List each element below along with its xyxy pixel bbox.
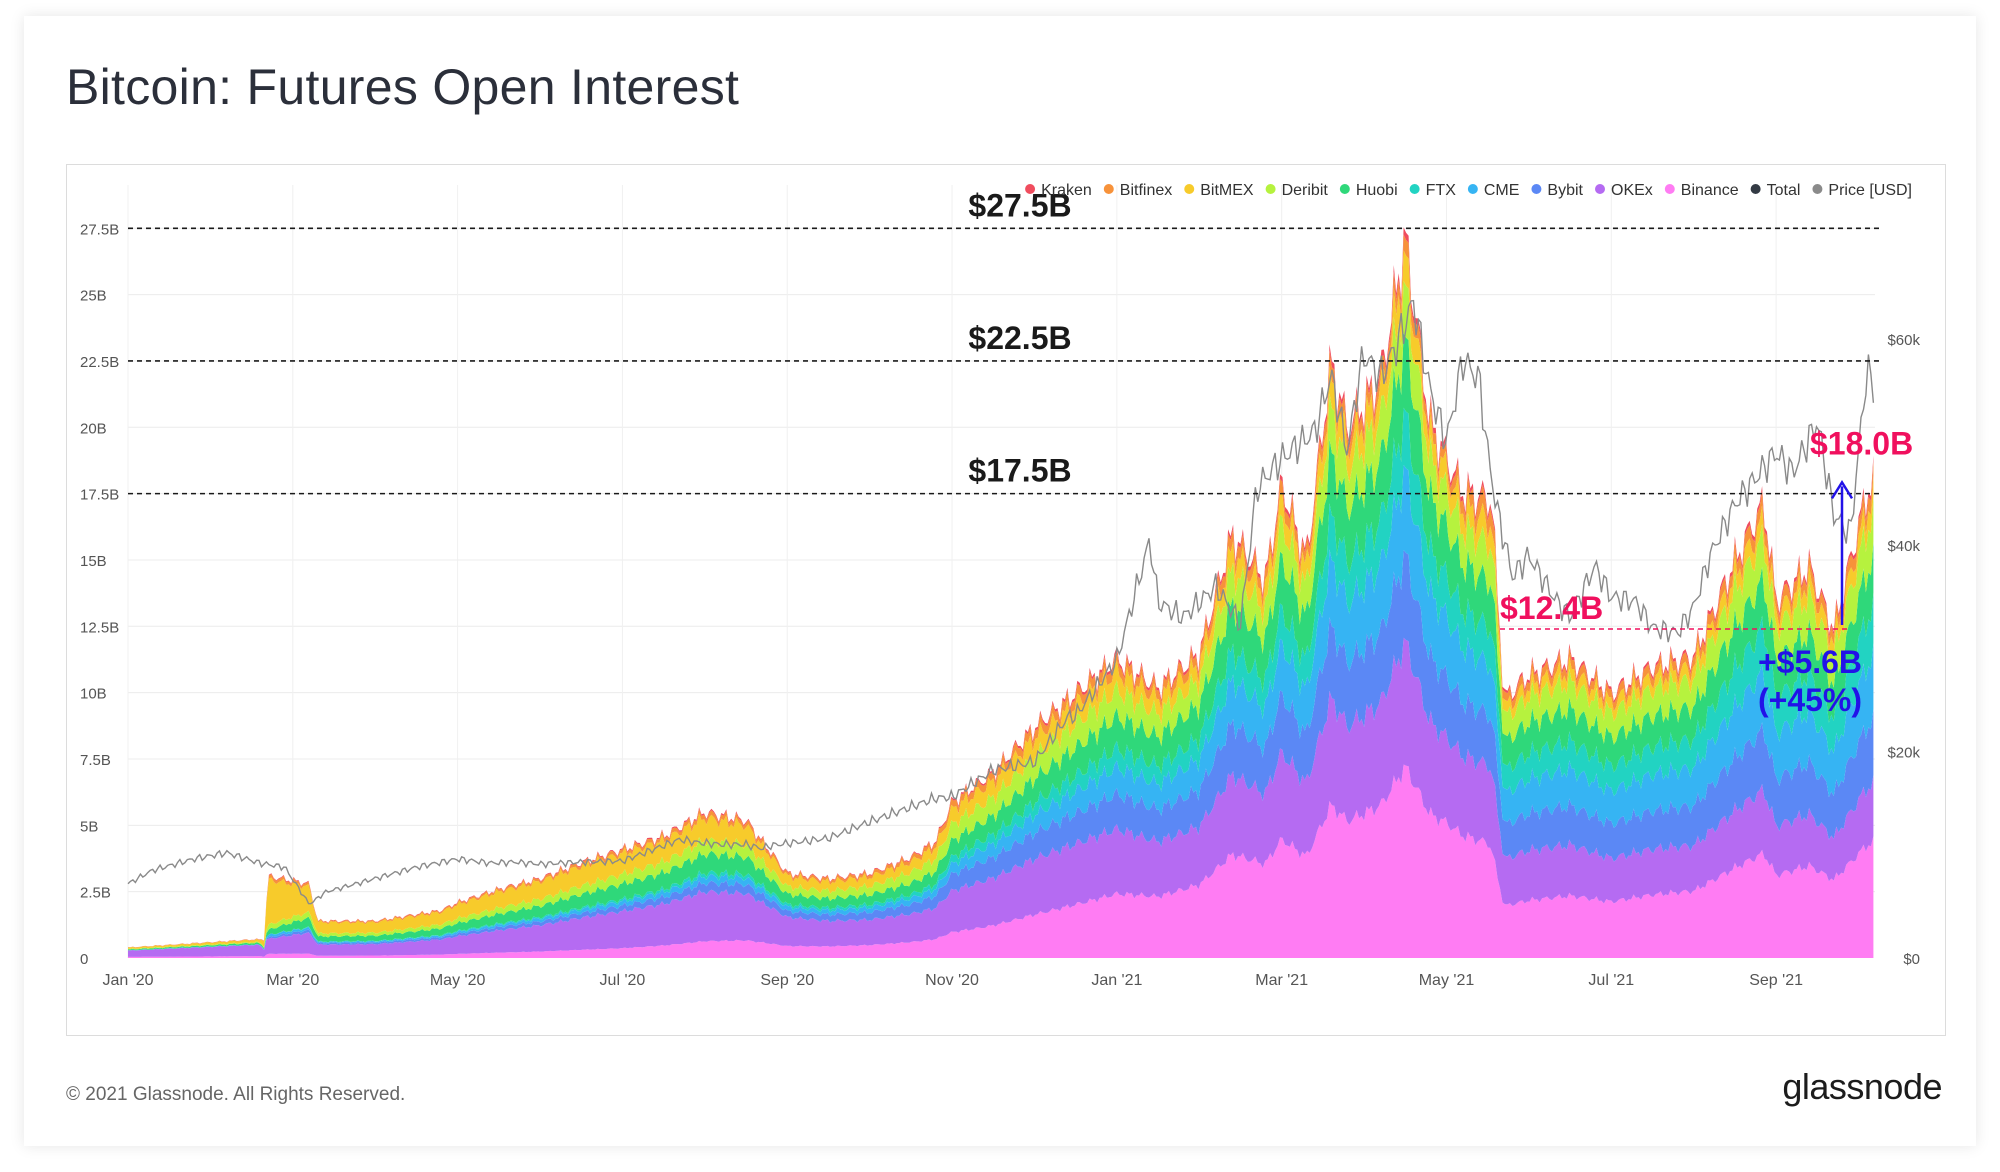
legend-label: Deribit — [1282, 182, 1329, 199]
legend-label: FTX — [1426, 182, 1457, 199]
y-tick-label: 12.5B — [80, 619, 119, 636]
x-tick-label: Mar '21 — [1255, 972, 1308, 989]
x-tick-label: Jan '20 — [102, 972, 153, 989]
change-label: +$5.6B — [1758, 644, 1862, 680]
y-right-tick-label: $60k — [1887, 332, 1920, 349]
brand-logo: glassnode — [1782, 1066, 1942, 1107]
legend-label: Binance — [1681, 182, 1739, 199]
area-binance — [128, 764, 1874, 958]
plot-frame — [66, 164, 1946, 1036]
y-tick-label: 25B — [80, 288, 107, 305]
y-tick-label: 15B — [80, 553, 107, 570]
legend-dot — [1595, 184, 1605, 194]
legend-dot — [1664, 184, 1675, 194]
x-tick-label: Nov '20 — [925, 972, 979, 989]
legend-item-bitfinex[interactable]: Bitfinex — [1103, 182, 1172, 199]
legend-dot — [1531, 184, 1542, 194]
area-okex — [128, 637, 1874, 957]
x-tick-label: Sep '21 — [1749, 972, 1803, 989]
legend-label: OKEx — [1611, 182, 1653, 199]
legend-item-total[interactable]: Total — [1750, 182, 1801, 199]
legend-item-binance[interactable]: Binance — [1664, 182, 1739, 199]
guide-label: $17.5B — [968, 453, 1071, 489]
price-line — [127, 299, 1875, 905]
x-tick-label: Jan '21 — [1091, 972, 1142, 989]
legend-label: Bybit — [1547, 182, 1583, 199]
legend-dot — [1467, 184, 1478, 194]
stacked-areas — [128, 227, 1874, 958]
legend-label: Price [USD] — [1828, 182, 1912, 199]
y-tick-label: 20B — [80, 420, 107, 437]
high-label: $18.0B — [1810, 425, 1913, 461]
y-tick-label: 27.5B — [80, 221, 119, 238]
legend-dot — [1265, 184, 1276, 194]
legend-label: Huobi — [1356, 182, 1398, 199]
page-title: Bitcoin: Futures Open Interest — [66, 59, 740, 115]
guide-label: $22.5B — [968, 320, 1071, 356]
legend-dot — [1812, 184, 1823, 194]
low-label: $12.4B — [1500, 590, 1603, 626]
area-cme — [128, 464, 1874, 951]
price-line-layer — [127, 299, 1875, 905]
guide-annotations: $27.5B $22.5B $17.5B $12.4B $18.0B +$5.6B(+45… — [128, 187, 1913, 718]
y-tick-label: 17.5B — [80, 487, 119, 504]
legend-item-ftx[interactable]: FTX — [1409, 182, 1457, 199]
y-tick-label: 0 — [80, 951, 88, 968]
y-tick-label: 2.5B — [80, 885, 111, 902]
footer-copyright: © 2021 Glassnode. All Rights Reserved. — [66, 1084, 406, 1105]
legend-item-kraken[interactable]: Kraken — [1025, 182, 1092, 199]
legend-dot — [1103, 184, 1114, 194]
x-tick-label: Mar '20 — [266, 972, 319, 989]
legend-item-bybit[interactable]: Bybit — [1531, 182, 1584, 199]
legend-label: CME — [1484, 182, 1520, 199]
legend-item-deribit[interactable]: Deribit — [1265, 182, 1329, 199]
area-bybit — [128, 550, 1874, 951]
legend-label: Bitfinex — [1120, 182, 1172, 199]
x-tick-label: May '21 — [1419, 972, 1475, 989]
legend-item-huobi[interactable]: Huobi — [1339, 182, 1398, 199]
x-tick-label: May '20 — [430, 972, 486, 989]
y-right-tick-label: $40k — [1887, 538, 1920, 555]
legend-item-okex[interactable]: OKEx — [1595, 182, 1653, 199]
legend-item-cme[interactable]: CME — [1467, 182, 1520, 199]
legend-label: Kraken — [1041, 182, 1092, 199]
axis-labels: 0 2.5B 5B 7.5B 10B 12.5B 15B 17.5B 20B 22.5B 25B 27… — [80, 221, 1920, 989]
y-tick-label: 22.5B — [80, 354, 119, 371]
legend-label: Total — [1767, 182, 1801, 199]
y-right-tick-label: $20k — [1887, 745, 1920, 762]
legend-item-price-usd[interactable]: Price [USD] — [1812, 182, 1912, 199]
y-tick-label: 10B — [80, 686, 107, 703]
legend-label: BitMEX — [1200, 182, 1254, 199]
legend-dot — [1750, 184, 1761, 194]
y-tick-label: 5B — [80, 818, 98, 835]
change-pct-label: (+45%) — [1758, 682, 1862, 718]
legend-item-bitmex[interactable]: BitMEX — [1184, 182, 1254, 199]
y-right-tick-label: $0 — [1903, 951, 1920, 968]
x-tick-label: Sep '20 — [760, 972, 814, 989]
legend-dot — [1184, 184, 1195, 194]
area-huobi — [128, 333, 1874, 951]
x-tick-label: Jul '21 — [1588, 972, 1634, 989]
x-tick-label: Jul '20 — [600, 972, 646, 989]
y-tick-label: 7.5B — [80, 752, 111, 769]
change-arrow-head — [1830, 479, 1854, 500]
legend-dot — [1025, 184, 1036, 194]
legend[interactable]: Kraken Bitfinex BitMEX Deribit Huobi FTX CME By… — [1025, 182, 1912, 199]
guide-label: $27.5B — [968, 187, 1071, 223]
legend-dot — [1409, 184, 1420, 194]
legend-dot — [1339, 184, 1350, 194]
